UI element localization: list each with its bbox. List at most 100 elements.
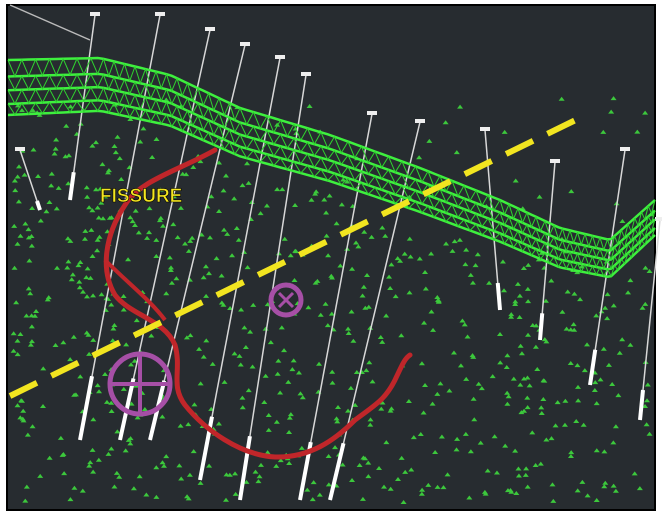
point bbox=[437, 381, 444, 386]
point bbox=[518, 351, 525, 356]
point bbox=[575, 384, 582, 389]
point bbox=[231, 196, 238, 201]
point bbox=[575, 398, 582, 403]
point bbox=[53, 206, 60, 211]
point bbox=[238, 307, 245, 312]
point bbox=[610, 483, 617, 488]
point bbox=[422, 382, 429, 387]
point bbox=[450, 350, 457, 355]
point bbox=[536, 194, 543, 199]
point bbox=[406, 290, 413, 295]
point bbox=[612, 424, 619, 429]
point bbox=[380, 484, 387, 489]
point bbox=[273, 463, 280, 468]
point bbox=[317, 312, 324, 317]
point bbox=[191, 402, 198, 407]
point bbox=[505, 394, 512, 399]
point bbox=[103, 399, 110, 404]
point bbox=[76, 285, 83, 290]
point bbox=[310, 480, 317, 485]
drill-trace bbox=[639, 219, 661, 421]
point bbox=[538, 410, 545, 415]
point bbox=[205, 271, 212, 276]
point bbox=[51, 151, 58, 156]
point bbox=[222, 497, 229, 502]
point bbox=[245, 180, 252, 185]
point bbox=[577, 297, 584, 302]
point bbox=[265, 413, 272, 417]
point bbox=[48, 183, 55, 188]
point bbox=[568, 189, 575, 194]
point bbox=[90, 417, 97, 422]
collar bbox=[655, 217, 662, 221]
point bbox=[27, 291, 34, 296]
point bbox=[10, 348, 17, 353]
point bbox=[28, 324, 35, 329]
point bbox=[265, 427, 272, 432]
point bbox=[167, 268, 174, 273]
point bbox=[136, 474, 143, 479]
point bbox=[133, 318, 140, 323]
point bbox=[541, 337, 548, 342]
point bbox=[642, 110, 649, 115]
mesh-facets bbox=[7, 57, 656, 252]
point bbox=[512, 448, 519, 453]
point bbox=[360, 284, 367, 289]
point bbox=[120, 293, 127, 298]
point bbox=[518, 410, 525, 415]
point bbox=[278, 325, 285, 330]
point bbox=[83, 185, 90, 190]
mesh-facets bbox=[7, 87, 656, 271]
point bbox=[308, 197, 315, 202]
point bbox=[410, 435, 417, 440]
point bbox=[516, 293, 523, 298]
point bbox=[504, 390, 511, 395]
fissure-trace bbox=[103, 147, 413, 460]
point bbox=[29, 424, 36, 429]
point bbox=[540, 378, 547, 383]
point bbox=[15, 199, 22, 204]
point bbox=[82, 228, 89, 233]
point bbox=[353, 370, 360, 375]
point bbox=[120, 307, 127, 312]
point bbox=[127, 215, 134, 220]
point bbox=[67, 104, 74, 109]
point bbox=[129, 219, 136, 224]
point bbox=[185, 422, 192, 427]
point bbox=[239, 395, 246, 400]
point bbox=[499, 259, 506, 264]
point bbox=[387, 285, 394, 290]
point bbox=[89, 447, 96, 452]
point bbox=[631, 471, 638, 476]
collar bbox=[90, 12, 100, 16]
point bbox=[244, 265, 251, 270]
point bbox=[362, 305, 369, 310]
point bbox=[442, 120, 449, 125]
point bbox=[99, 162, 106, 167]
point bbox=[550, 498, 557, 503]
point bbox=[94, 237, 101, 242]
point bbox=[340, 177, 347, 182]
point bbox=[449, 248, 456, 253]
point bbox=[257, 462, 264, 467]
point bbox=[16, 164, 23, 169]
point bbox=[306, 103, 313, 108]
point bbox=[102, 372, 109, 377]
point bbox=[475, 381, 482, 386]
point bbox=[247, 329, 254, 334]
point bbox=[79, 488, 86, 493]
point bbox=[109, 338, 116, 343]
point bbox=[481, 489, 488, 494]
assay-segment bbox=[638, 389, 645, 421]
point bbox=[94, 248, 101, 253]
point bbox=[529, 430, 536, 435]
point bbox=[503, 365, 510, 370]
point bbox=[242, 344, 249, 349]
point bbox=[472, 263, 479, 268]
point bbox=[484, 468, 491, 473]
point bbox=[232, 491, 239, 496]
point bbox=[401, 251, 408, 256]
point bbox=[627, 278, 634, 283]
point bbox=[40, 366, 47, 371]
point bbox=[417, 431, 424, 436]
